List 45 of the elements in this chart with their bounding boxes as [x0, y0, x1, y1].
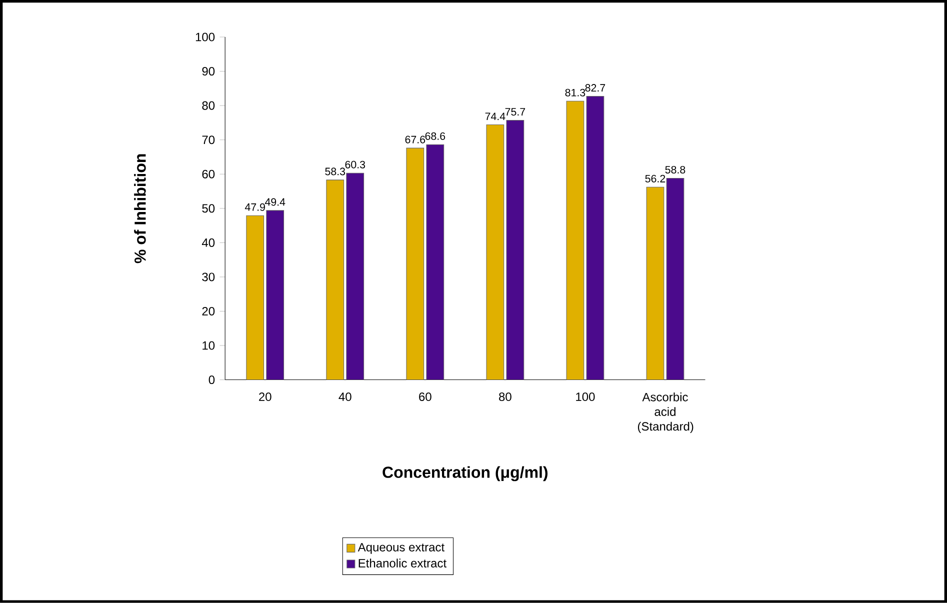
bar	[666, 178, 684, 380]
y-tick-label: 50	[202, 204, 215, 213]
data-label: 58.3	[325, 168, 346, 176]
data-label: 47.9	[244, 203, 265, 211]
bar	[406, 148, 424, 380]
y-tick-label: 0	[208, 376, 215, 384]
y-tick-label: 20	[202, 307, 215, 316]
x-tick-label: 20	[259, 392, 272, 402]
x-tick-label: 60	[419, 392, 432, 402]
bar	[586, 96, 604, 380]
bar	[506, 120, 524, 380]
bar	[246, 215, 264, 380]
bar	[326, 180, 344, 380]
y-tick-label: 60	[202, 170, 215, 178]
data-label: 74.4	[485, 112, 506, 120]
legend-label: Aqueous extract	[358, 543, 444, 554]
data-label: 67.6	[405, 136, 426, 144]
y-tick-label: 90	[202, 67, 215, 76]
x-axis-title: Concentration (μg/ml)	[382, 466, 548, 482]
data-label: 60.3	[345, 160, 366, 168]
bar	[426, 144, 444, 380]
data-label: 58.8	[665, 166, 686, 174]
data-label: 82.7	[585, 84, 606, 92]
y-tick-label: 40	[202, 238, 215, 247]
x-tick-label: 80	[499, 392, 512, 402]
y-tick-label: 100	[196, 32, 215, 42]
data-label: 81.3	[565, 88, 586, 96]
legend-label: Ethanolic extract	[358, 558, 446, 568]
data-label: 68.6	[425, 132, 446, 140]
bar	[566, 100, 584, 380]
bar	[486, 124, 504, 380]
y-tick-label: 10	[202, 341, 215, 350]
data-label: 49.4	[264, 198, 286, 206]
y-axis-title: % of Inhibition	[134, 154, 146, 264]
y-tick-label: 70	[202, 136, 215, 144]
y-tick-label: 80	[202, 101, 215, 110]
bar	[266, 210, 284, 380]
x-tick-label: Ascorbic acid (Standard)	[638, 392, 694, 434]
x-tick-label: 40	[338, 392, 352, 402]
data-label: 75.7	[505, 108, 526, 116]
bar	[346, 172, 364, 380]
x-tick-label: 100	[576, 392, 595, 402]
y-tick-label: 30	[202, 272, 215, 282]
bar	[646, 186, 664, 380]
data-label: 56.2	[645, 174, 666, 182]
